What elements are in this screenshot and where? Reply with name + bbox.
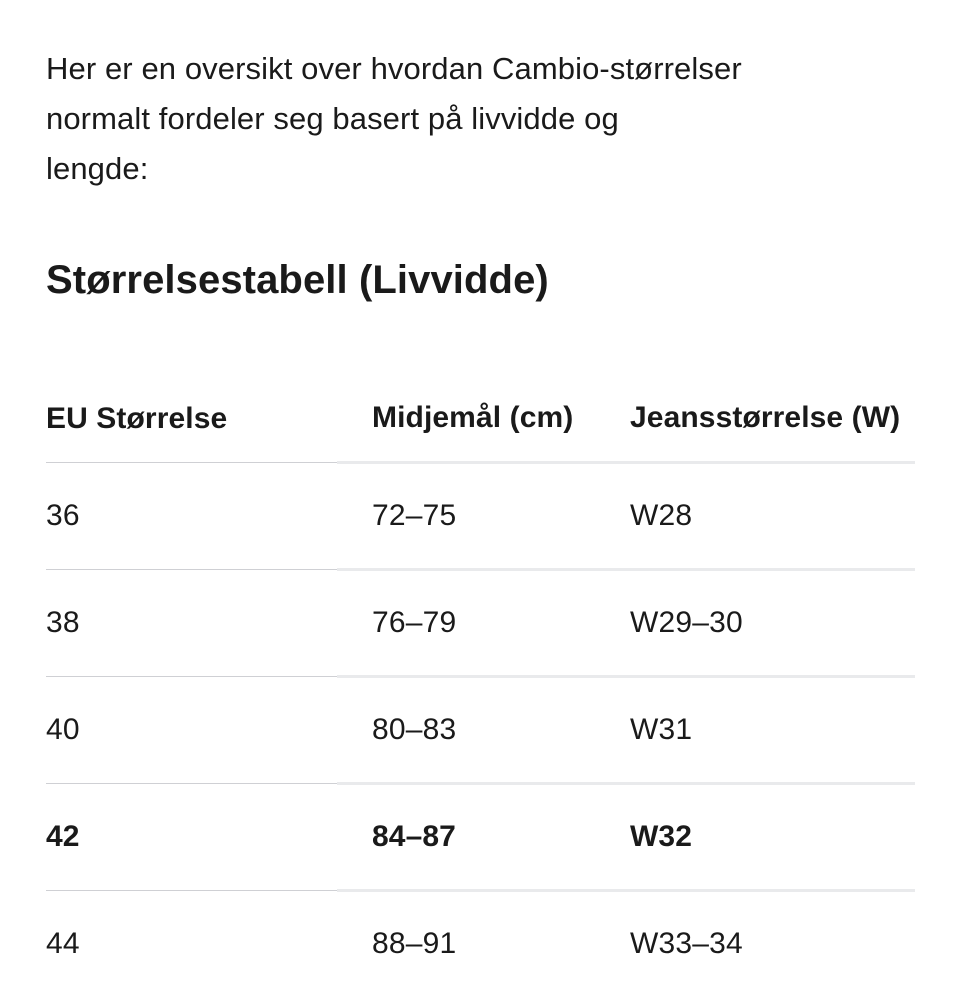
intro-line-2: normalt fordeler seg basert på livvidde … (46, 94, 915, 144)
table-row: 38 76–79 W29–30 (46, 570, 915, 677)
table-row-emphasized: 42 84–87 W32 (46, 784, 915, 891)
cell-waist-cm: 88–91 (337, 891, 602, 996)
column-header-eu-size: EU Størrelse (46, 304, 337, 463)
cell-jeans-size: W32 (602, 784, 915, 891)
column-header-waist-cm: Midjemål (cm) (337, 304, 602, 463)
table-row: 44 88–91 W33–34 (46, 891, 915, 996)
table-row: 40 80–83 W31 (46, 677, 915, 784)
table-header-row: EU Størrelse Midjemål (cm) Jeansstørrels… (46, 304, 915, 463)
cell-jeans-size: W31 (602, 677, 915, 784)
column-header-jeans-size: Jeansstørrelse (W) (602, 304, 915, 463)
cell-eu-size: 38 (46, 570, 337, 677)
table-row: 36 72–75 W28 (46, 463, 915, 570)
cell-waist-cm: 72–75 (337, 463, 602, 570)
cell-jeans-size: W29–30 (602, 570, 915, 677)
size-table: EU Størrelse Midjemål (cm) Jeansstørrels… (46, 304, 915, 996)
cell-waist-cm: 76–79 (337, 570, 602, 677)
cell-eu-size: 36 (46, 463, 337, 570)
intro-line-3: lengde: (46, 144, 915, 194)
intro-paragraph: Her er en oversikt over hvordan Cambio-s… (46, 44, 915, 194)
intro-line-1: Her er en oversikt over hvordan Cambio-s… (46, 44, 915, 94)
cell-eu-size: 40 (46, 677, 337, 784)
cell-waist-cm: 80–83 (337, 677, 602, 784)
cell-eu-size: 42 (46, 784, 337, 891)
cell-jeans-size: W33–34 (602, 891, 915, 996)
cell-eu-size: 44 (46, 891, 337, 996)
cell-jeans-size: W28 (602, 463, 915, 570)
cell-waist-cm: 84–87 (337, 784, 602, 891)
section-title: Størrelsestabell (Livvidde) (46, 256, 915, 304)
